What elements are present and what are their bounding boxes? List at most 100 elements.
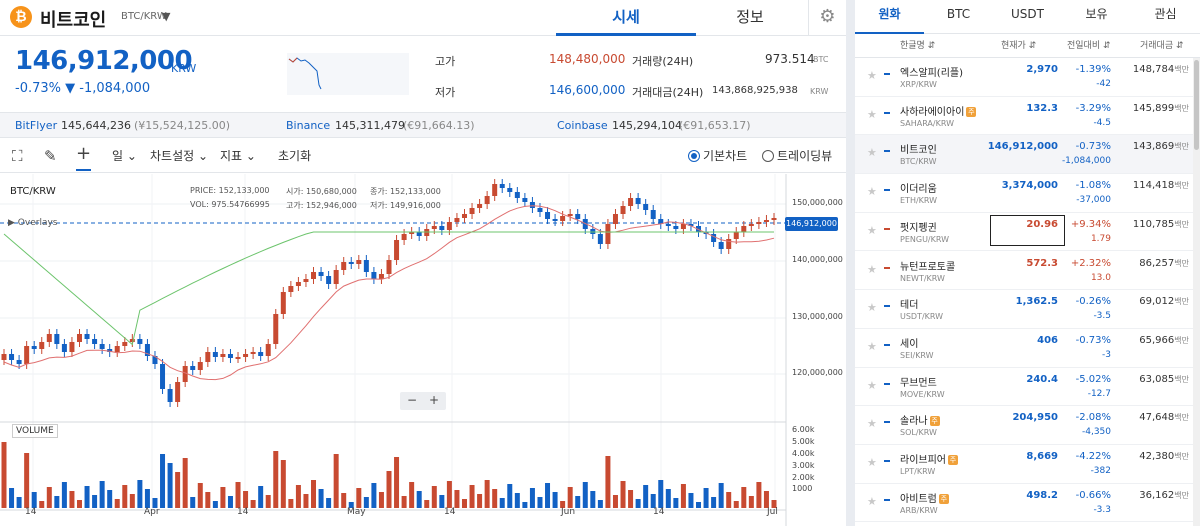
scroll-thumb[interactable] [1194,60,1199,150]
candle-body [39,342,45,349]
coin-rate: -4.22% [1075,451,1111,462]
tab-btc[interactable]: BTC [946,7,971,21]
star-icon[interactable]: ★ [867,301,877,315]
star-icon[interactable]: ★ [867,262,877,276]
market-row[interactable]: ★ 펏지펭귄 PENGU/KRW 20.96 +9.34% 1.79 110,785백만 [855,213,1193,252]
tab-holdings[interactable]: 보유 [1085,7,1108,21]
col-name[interactable]: 한글명 ⇵ [900,41,936,51]
overlays-toggle[interactable]: ▶ Overlays [8,218,58,228]
star-icon[interactable]: ★ [867,456,877,469]
market-row[interactable]: ★ 라이브피어 주 LPT/KRW 8,669 -4.22% -382 42,380백만 [855,445,1193,484]
fullscreen-icon[interactable]: ⛶ [12,147,23,165]
col-volume[interactable]: 거래대금 ⇵ [1140,41,1184,51]
coin-name-text: 솔라나 [900,416,928,428]
gear-icon[interactable]: ⚙ [808,0,846,36]
tab-favorites[interactable]: 관심 [1154,7,1177,21]
star-icon[interactable]: ★ [867,69,877,82]
volume-bar [61,482,67,508]
star-icon[interactable]: ★ [867,223,877,237]
coin-price: 240.4 [1026,373,1058,385]
tab-info[interactable]: 정보 [736,8,764,26]
tab-krw[interactable]: 원화 [855,0,924,34]
price-change: -0.73% ▼ -1,084,000 [15,81,151,96]
volume-bar [386,471,392,508]
star-icon[interactable]: ★ [867,494,877,508]
candle-body [356,260,362,264]
market-row[interactable]: ★ 비트코인 BTC/KRW 146,912,000 -0.73% -1,084,000 1… [855,135,1193,175]
volume-bar [431,486,437,508]
market-row[interactable]: ★ 세이 SEI/KRW 406 -0.73% -3 65,966백만 [855,329,1193,368]
star-icon[interactable]: ★ [867,417,877,431]
coin-volume: 47,648백만 [1139,412,1189,423]
candle-body [431,226,437,229]
coin-dropdown-icon[interactable]: ▼ [162,10,171,23]
coin-volume-value: 148,784 [1132,64,1175,75]
star-icon[interactable]: ★ [867,146,877,160]
coin-volume-value: 47,648 [1139,412,1175,424]
volume-bar [628,490,634,508]
market-row[interactable]: ★ 테더 USDT/KRW 1,362.5 -0.26% -3.5 69,012백만 [855,290,1193,329]
basic-chart-radio[interactable]: 기본차트 [688,139,747,173]
tradingview-radio[interactable]: 트레이딩뷰 [762,139,832,173]
candle-body [394,240,400,260]
market-row[interactable]: ★ 뉴턴프로토콜 NEWT/KRW 572.3 +2.32% 13.0 86,257백만 [855,252,1193,291]
market-row[interactable]: ★ 아비트럼 주 ARB/KRW 498.2 -0.66% -3.3 36,162백만 [855,484,1193,523]
volume-bar [545,483,551,508]
volume-unit: 백만 [1174,374,1189,384]
market-row[interactable]: ★ 엑스알피(리플) XRP/KRW 2,970 -1.39% -42 148,784백만 [855,58,1193,97]
market-row[interactable]: ★ 무브먼트 MOVE/KRW 240.4 -5.02% -12.7 63,085백만 [855,368,1193,407]
star-icon[interactable]: ★ [867,107,877,121]
zoom-out-button[interactable]: − [406,393,418,407]
star-icon[interactable]: ★ [867,378,877,392]
coin-change-amount: -12.7 [1087,388,1111,399]
zoom-in-button[interactable]: + [428,393,440,407]
pencil-icon[interactable]: ✎ [44,147,57,165]
candle-body [24,346,30,364]
candlestick-chart[interactable] [0,174,846,526]
chart-panel: ₿ 비트코인 BTC/KRW ▼ 시세 정보 ⚙ 146,912,000 KRW… [0,0,846,526]
candle-body [144,344,150,356]
volume-bar [439,495,445,508]
tab-quote[interactable]: 시세 [556,0,696,36]
volume-bar [16,497,22,508]
volume-bar [401,496,407,508]
coin-name: 이더리움 [900,180,937,195]
market-row[interactable]: ★ 솔라나 주 SOL/KRW 204,950 -2.08% -4,350 47,648백만 [855,406,1193,445]
candle-body [650,210,656,219]
volume-bar [197,483,203,508]
star-icon[interactable]: ★ [867,339,877,353]
trend-icon [884,266,890,269]
volume-bar [227,496,233,508]
tab-usdt[interactable]: USDT [1011,7,1044,21]
indicators-button[interactable]: 지표 ⌄ [220,149,256,163]
volume-tick-label: 4.00k [792,449,815,458]
coin-volume-value: 42,380 [1139,451,1175,462]
market-row[interactable]: ★ 이더리움 ETH/KRW 3,374,000 -1.08% -37,000 114,41… [855,174,1193,213]
market-panel: 원화 BTC USDT 보유 관심 한글명 ⇵ 현재가 ⇵ 전일대비 ⇵ 거래대… [855,0,1200,526]
col-price[interactable]: 현재가 ⇵ [1001,41,1037,51]
trend-icon [884,227,890,230]
candle-body [605,224,611,244]
ohlc-val: 152,133,000 [389,187,441,196]
volume-bar [492,489,498,508]
volume-unit: 백만 [1174,297,1189,307]
candle-body [348,262,354,264]
candle-body [9,354,15,360]
trend-icon [884,421,890,424]
chart-settings-button[interactable]: 차트설정 ⌄ [150,149,209,163]
period-select[interactable]: 일 ⌄ [112,149,137,163]
reset-button[interactable]: 초기화 [278,149,312,163]
coin-price: 204,950 [1012,412,1058,424]
col-change[interactable]: 전일대비 ⇵ [1067,41,1111,51]
candle-body [628,198,634,206]
coin-rate: -0.73% [1075,141,1111,153]
volume-bar [454,490,460,508]
x-tick-label: Apr [144,507,160,517]
crosshair-icon[interactable]: + [76,139,92,171]
warning-badge-icon: 주 [938,493,949,504]
market-row[interactable]: ★ 사하라에이아이 주 SAHARA/KRW 132.3 -3.29% -4.5 145,89… [855,97,1193,136]
star-icon[interactable]: ★ [867,185,877,199]
volume-bar [484,480,490,508]
coin-change-amount: -37,000 [1076,195,1111,206]
scrollbar[interactable] [1193,58,1200,526]
